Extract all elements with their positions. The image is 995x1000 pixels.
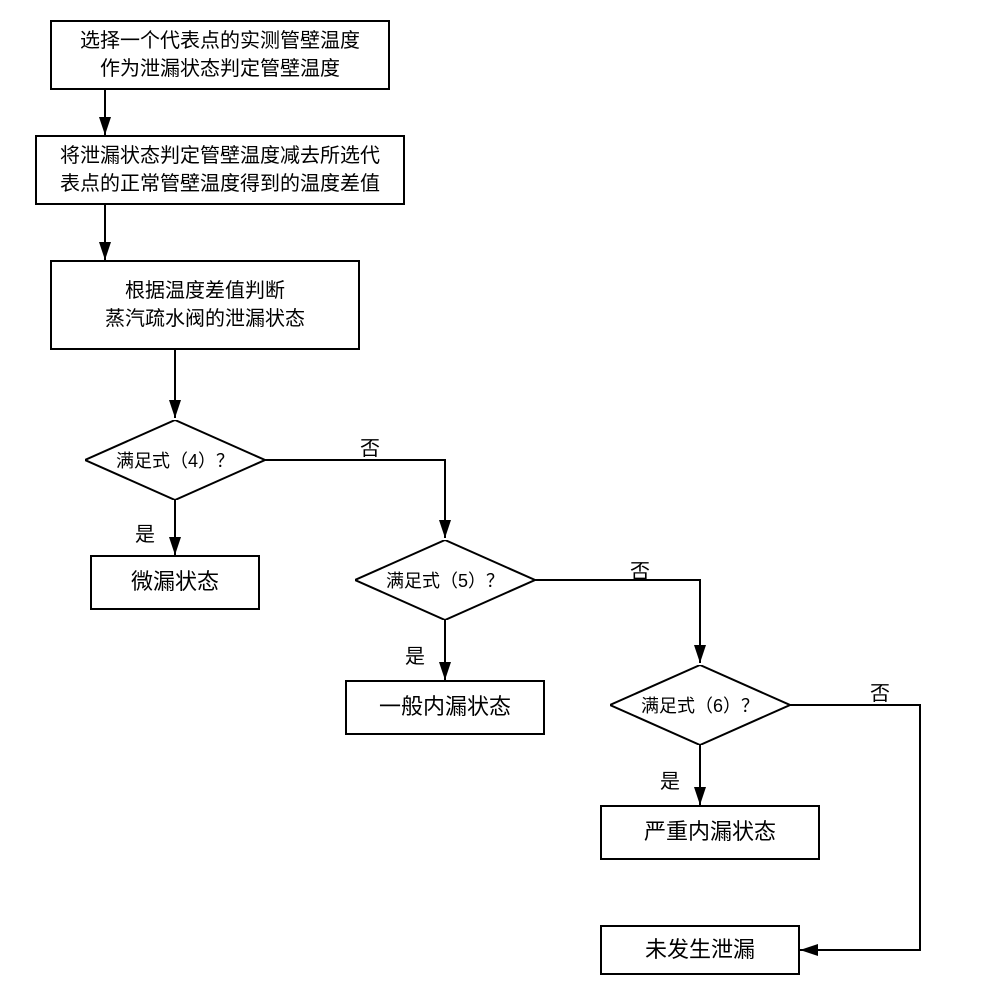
step3-line1: 根据温度差值判断 — [105, 277, 305, 305]
result-severe-leak: 严重内漏状态 — [600, 805, 820, 860]
d2-yes-label: 是 — [405, 640, 425, 669]
result-micro-leak: 微漏状态 — [90, 555, 260, 610]
d1-no-label: 否 — [360, 432, 380, 461]
step3-line2: 蒸汽疏水阀的泄漏状态 — [105, 305, 305, 333]
step-judge-status: 根据温度差值判断 蒸汽疏水阀的泄漏状态 — [50, 260, 360, 350]
result4-text: 未发生泄漏 — [645, 935, 755, 966]
decision2-text: 满足式（5）？ — [386, 567, 504, 593]
decision-eq4: 满足式（4）？ — [85, 420, 265, 500]
result3-text: 严重内漏状态 — [644, 817, 776, 848]
d1-yes-label: 是 — [135, 518, 155, 547]
decision3-text: 满足式（6）？ — [641, 692, 759, 718]
decision-eq5: 满足式（5）？ — [355, 540, 535, 620]
step2-line1: 将泄漏状态判定管壁温度减去所选代 — [60, 142, 380, 170]
step1-line2: 作为泄漏状态判定管壁温度 — [80, 55, 360, 83]
step2-line2: 表点的正常管壁温度得到的温度差值 — [60, 170, 380, 198]
decision1-text: 满足式（4）？ — [116, 447, 234, 473]
result2-text: 一般内漏状态 — [379, 692, 511, 723]
step-calculate-diff: 将泄漏状态判定管壁温度减去所选代 表点的正常管壁温度得到的温度差值 — [35, 135, 405, 205]
result1-text: 微漏状态 — [131, 567, 219, 598]
result-no-leak: 未发生泄漏 — [600, 925, 800, 975]
step-select-point: 选择一个代表点的实测管壁温度 作为泄漏状态判定管壁温度 — [50, 20, 390, 90]
d3-no-label: 否 — [870, 677, 890, 706]
d2-no-label: 否 — [630, 555, 650, 584]
result-general-leak: 一般内漏状态 — [345, 680, 545, 735]
decision-eq6: 满足式（6）？ — [610, 665, 790, 745]
d3-yes-label: 是 — [660, 765, 680, 794]
step1-line1: 选择一个代表点的实测管壁温度 — [80, 27, 360, 55]
